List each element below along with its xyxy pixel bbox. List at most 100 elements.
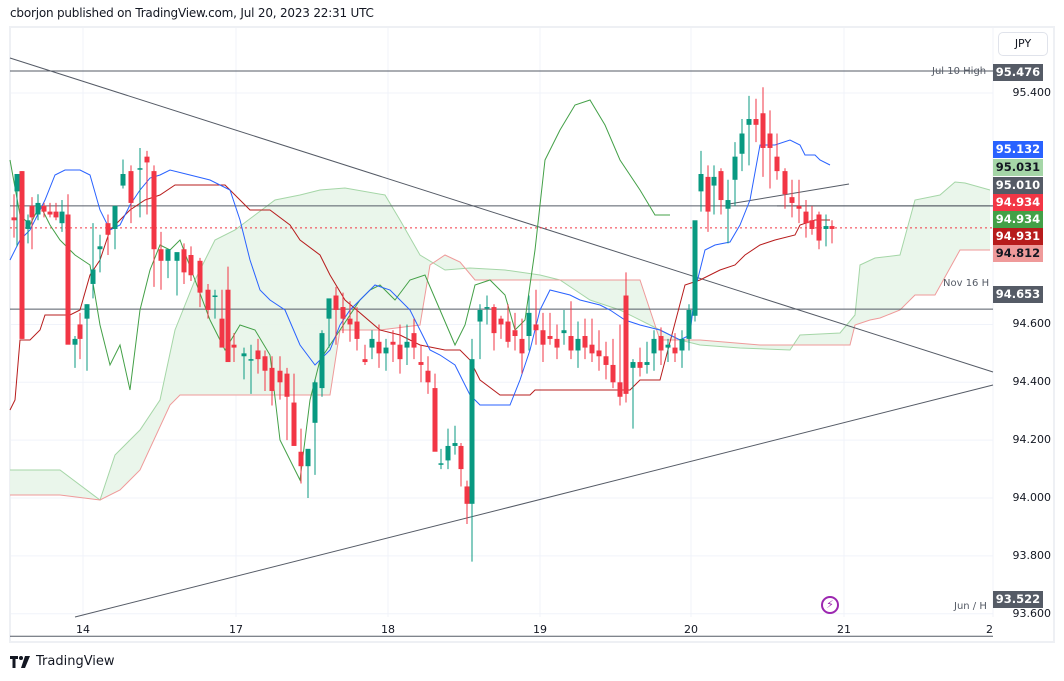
candle-body [458, 445, 464, 470]
candle-body [35, 202, 41, 215]
candle-body [575, 338, 581, 351]
candle-body [19, 171, 25, 339]
candle-body [686, 309, 692, 339]
jul10-high-label: Jul 10 High [932, 66, 987, 77]
candle-body [665, 344, 671, 348]
candle-body [630, 362, 636, 368]
candle-body [816, 214, 822, 241]
candle-body [112, 205, 118, 229]
candle-body [760, 113, 766, 148]
candle-body [469, 359, 475, 504]
candle-body [376, 341, 382, 354]
candle-body [219, 318, 225, 348]
candle-body [269, 367, 275, 391]
candle-body [753, 119, 759, 125]
price-tag: 95.476 [993, 64, 1043, 81]
candle-body [97, 246, 103, 250]
candle-body [333, 295, 339, 310]
candle-body [672, 347, 678, 354]
candle-body [165, 249, 171, 261]
candle-body [617, 382, 623, 397]
candle-body [425, 370, 431, 383]
candle-body [623, 295, 629, 394]
candle-body [90, 269, 96, 284]
candle-body [512, 330, 518, 337]
candle-body [212, 295, 218, 298]
candle-body [679, 338, 685, 351]
price-tag: 95.010 [993, 177, 1043, 194]
candle-body [305, 448, 311, 467]
price-tag: 94.812 [993, 245, 1043, 262]
candle-body [205, 289, 211, 310]
candle-body [340, 307, 346, 319]
price-axis-label: 94.400 [1012, 375, 1052, 389]
time-label-19: 19 [533, 623, 547, 636]
candle-body [829, 226, 835, 229]
candle-body [452, 443, 458, 446]
candle-body [291, 402, 297, 446]
candle-body [65, 214, 71, 345]
price-tag: 95.132 [993, 141, 1043, 158]
candle-body [362, 359, 368, 363]
price-tag: 94.931 [993, 228, 1043, 245]
candle-body [255, 350, 261, 360]
candle-body [174, 252, 180, 261]
candle-body [231, 344, 237, 348]
candle-body [151, 171, 157, 250]
candle-body [692, 220, 698, 316]
candle-body [718, 171, 724, 201]
time-label-17: 17 [229, 623, 243, 636]
candle-body [498, 318, 504, 325]
time-label-2: 2 [986, 623, 993, 636]
price-axis-label: 93.800 [1012, 548, 1052, 562]
candle-body [77, 324, 83, 339]
candle-body [823, 226, 829, 229]
candle-body [746, 119, 752, 125]
event-lightning-icon[interactable]: ⚡ [821, 596, 839, 614]
candle-body [241, 353, 247, 357]
time-label-18: 18 [381, 623, 395, 636]
candle-body [505, 321, 511, 342]
price-tag: 94.934 [993, 211, 1043, 228]
candle-body [561, 330, 567, 334]
currency-button[interactable]: JPY [998, 32, 1048, 56]
candle-body [29, 205, 35, 218]
candle-body [484, 307, 490, 309]
tradingview-brand: TradingView [36, 654, 115, 669]
candle-body [404, 341, 410, 348]
candle-body [326, 298, 332, 319]
candle-body [739, 133, 745, 154]
trendline-ascending [74, 384, 994, 618]
candle-body [418, 362, 424, 365]
candle-body [644, 362, 650, 365]
candle-body [533, 324, 539, 331]
candle-body [445, 445, 451, 461]
candle-body [105, 223, 111, 235]
price-axis-label: 94.200 [1012, 433, 1052, 447]
candle-body [568, 336, 574, 351]
candle-body [158, 249, 164, 261]
tradingview-logo-icon [10, 655, 30, 668]
candle-body [397, 344, 403, 360]
candle-body [432, 388, 438, 452]
candle-body [705, 176, 711, 212]
kijun-line [9, 184, 830, 411]
candle-body [59, 211, 65, 224]
candle-body [725, 200, 731, 209]
candle-body [658, 336, 664, 351]
candle-body [128, 171, 134, 203]
candle-body [47, 211, 53, 215]
price-tag: 93.522 [993, 591, 1043, 608]
nov16-high-label: Nov 16 H [943, 278, 990, 289]
candle-body [369, 338, 375, 348]
tradingview-footer[interactable]: TradingView [10, 654, 115, 669]
candle-body [354, 321, 360, 339]
candle-body [547, 336, 553, 339]
candle-body [53, 211, 59, 218]
span-a-line [10, 181, 991, 501]
jun-high-label: Jun / H [954, 601, 987, 612]
candle-body [582, 336, 588, 348]
candle-body [519, 338, 525, 354]
price-tag: 94.653 [993, 286, 1043, 303]
